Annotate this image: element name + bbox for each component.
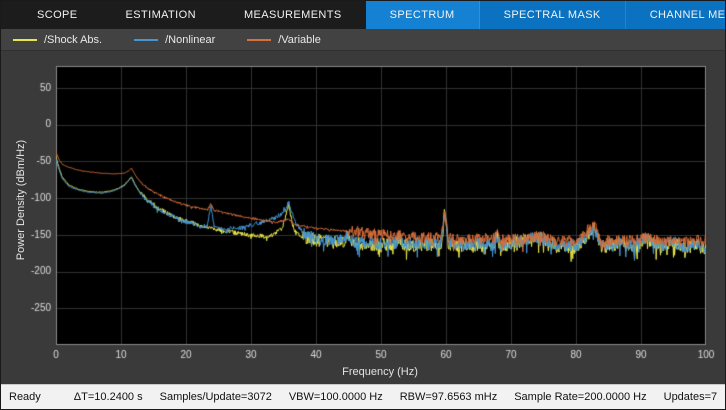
toolstrip-tabbar: SCOPE ESTIMATION MEASUREMENTS SPECTRUM S… bbox=[1, 1, 725, 29]
toolstrip-tabs-left: SCOPE ESTIMATION MEASUREMENTS bbox=[1, 1, 366, 29]
legend-label: /Shock Abs. bbox=[44, 33, 103, 46]
legend-label: /Nonlinear bbox=[165, 33, 216, 46]
spectrum-canvas[interactable] bbox=[1, 51, 725, 386]
legend-item-variable[interactable]: /Variable bbox=[247, 34, 321, 46]
tab-scope[interactable]: SCOPE bbox=[37, 9, 78, 21]
status-bar: Ready ΔT=10.2400 s Samples/Update=3072 V… bbox=[1, 384, 725, 409]
legend-bar: /Shock Abs. /Nonlinear /Variable bbox=[1, 29, 725, 51]
legend-item-shock-abs[interactable]: /Shock Abs. bbox=[13, 34, 102, 46]
status-vbw: VBW=100.0000 Hz bbox=[288, 391, 383, 403]
status-sample-rate: Sample Rate=200.0000 Hz bbox=[514, 391, 647, 403]
status-ready: Ready bbox=[9, 391, 41, 403]
status-updates: Updates=7 bbox=[663, 391, 718, 403]
status-samples-per-update: Samples/Update=3072 bbox=[159, 391, 272, 403]
toolstrip-tabs-right: SPECTRUM SPECTRAL MASK CHANNEL MEAS··· •… bbox=[365, 1, 725, 29]
line-swatch-icon bbox=[13, 38, 37, 41]
legend-label: /Variable bbox=[278, 33, 321, 46]
tab-spectrum[interactable]: SPECTRUM bbox=[365, 1, 480, 29]
x-axis-label: Frequency (Hz) bbox=[342, 366, 418, 378]
plot-area: Power Density (dBm/Hz) Frequency (Hz) bbox=[1, 51, 725, 386]
tab-measurements[interactable]: MEASUREMENTS bbox=[243, 9, 342, 21]
legend-item-nonlinear[interactable]: /Nonlinear bbox=[134, 34, 215, 46]
tab-spectral-mask[interactable]: SPECTRAL MASK bbox=[480, 1, 626, 29]
tab-channel-measurements[interactable]: CHANNEL MEAS··· bbox=[626, 1, 725, 29]
status-rbw: RBW=97.6563 mHz bbox=[399, 391, 498, 403]
line-swatch-icon bbox=[247, 38, 272, 41]
tab-estimation[interactable]: ESTIMATION bbox=[125, 9, 196, 21]
y-axis-label: Power Density (dBm/Hz) bbox=[15, 139, 27, 261]
status-delta-t: ΔT=10.2400 s bbox=[73, 391, 143, 403]
line-swatch-icon bbox=[134, 38, 159, 41]
